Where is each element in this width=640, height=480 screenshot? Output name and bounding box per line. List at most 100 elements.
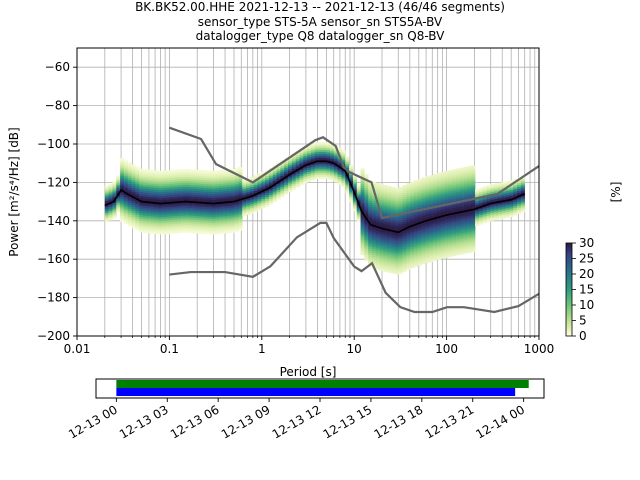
heatmap-cell: [196, 206, 201, 209]
heatmap-cell: [459, 206, 464, 209]
heatmap-cell: [379, 232, 384, 235]
heatmap-cell: [200, 220, 205, 223]
heatmap-cell: [104, 198, 109, 202]
heatmap-cell: [104, 218, 109, 221]
heatmap-cell: [444, 197, 449, 201]
heatmap-cell: [295, 173, 300, 177]
heatmap-cell: [192, 206, 197, 209]
x-axis-ticks: 0.01 0.1 1 10 100 1000: [64, 336, 554, 356]
heatmap-cell: [238, 207, 243, 210]
heatmap-cell: [375, 255, 380, 259]
heatmap-cell: [165, 227, 171, 231]
heatmap-cell: [501, 203, 506, 206]
heatmap-cell: [387, 249, 392, 252]
heatmap-cell: [184, 226, 190, 229]
heatmap-cell: [391, 246, 396, 249]
heatmap-cell: [188, 182, 193, 185]
heatmap-cell: [490, 203, 495, 206]
heatmap-cell: [265, 198, 270, 201]
heatmap-cell: [425, 205, 430, 208]
heatmap-cell: [413, 180, 419, 183]
heatmap-cell: [455, 172, 461, 175]
heatmap-cell: [448, 214, 453, 217]
heatmap-cell: [188, 224, 193, 228]
heatmap-cell: [433, 245, 438, 248]
heatmap-cell: [120, 198, 125, 201]
heatmap-cell: [379, 228, 384, 231]
heatmap-cell: [104, 189, 109, 192]
heatmap-cell: [337, 163, 342, 166]
heatmap-cell: [410, 227, 415, 230]
heatmap-cell: [280, 173, 285, 176]
heatmap-cell: [440, 256, 445, 259]
heatmap-cell: [173, 221, 178, 224]
heatmap-cell: [276, 168, 281, 171]
heatmap-cell: [429, 230, 434, 234]
heatmap-cell: [295, 164, 300, 167]
heatmap-cell: [257, 181, 262, 184]
heatmap-cell: [368, 237, 373, 240]
heatmap-cell: [410, 218, 415, 221]
heatmap-cell: [142, 192, 148, 195]
heatmap-cell: [436, 178, 442, 182]
heatmap-cell: [478, 193, 483, 196]
heatmap-cell: [467, 170, 472, 173]
heatmap-cell: [165, 185, 171, 188]
heatmap-cell: [475, 193, 480, 196]
heatmap-cell: [249, 190, 254, 193]
heatmap-cell: [276, 178, 281, 181]
heatmap-cell: [379, 203, 384, 206]
heatmap-cell: [421, 256, 426, 259]
heatmap-cell: [299, 183, 304, 186]
heatmap-cell: [154, 224, 159, 227]
heatmap-cell: [394, 258, 400, 262]
heatmap-cell: [112, 208, 117, 211]
heatmap-cell: [482, 215, 487, 218]
heatmap-cell: [364, 245, 369, 248]
heatmap-cell: [444, 226, 449, 229]
heatmap-cell: [368, 256, 373, 259]
heatmap-cell: [272, 178, 277, 181]
heatmap-cell: [406, 227, 411, 230]
heatmap-cell: [379, 188, 384, 191]
heatmap-cell: [215, 222, 220, 225]
heatmap-cell: [368, 197, 373, 200]
heatmap-cell: [368, 202, 373, 206]
heatmap-cell: [177, 182, 182, 186]
heatmap-cell: [364, 183, 369, 187]
heatmap-cell: [181, 186, 186, 189]
heatmap-cell: [234, 225, 239, 229]
heatmap-cell: [272, 172, 277, 176]
heatmap-cell: [326, 165, 331, 168]
heatmap-cell: [463, 178, 468, 181]
ppsd-heatmap: [104, 142, 525, 275]
heatmap-cell: [142, 196, 148, 199]
heatmap-cell: [455, 251, 461, 254]
heatmap-cell: [368, 243, 373, 246]
heatmap-cell: [444, 178, 449, 181]
heatmap-cell: [215, 216, 220, 219]
heatmap-cell: [268, 188, 274, 192]
heatmap-cell: [402, 267, 407, 270]
heatmap-cell: [177, 169, 182, 172]
heatmap-cell: [280, 167, 285, 171]
heatmap-cell: [440, 250, 445, 253]
heatmap-cell: [375, 221, 380, 224]
heatmap-cell: [219, 187, 224, 190]
heatmap-cell: [142, 207, 148, 210]
heatmap-cell: [184, 182, 190, 185]
heatmap-cell: [417, 244, 422, 247]
heatmap-cell: [360, 226, 365, 229]
heatmap-cell: [242, 188, 247, 192]
heatmap-cell: [387, 197, 392, 200]
heatmap-cell: [482, 221, 487, 224]
heatmap-cell: [360, 204, 365, 208]
heatmap-cell: [207, 207, 212, 210]
heatmap-cell: [375, 248, 380, 251]
y-tick-label: −180: [37, 291, 70, 305]
heatmap-cell: [360, 197, 365, 200]
heatmap-cell: [135, 168, 140, 171]
heatmap-cell: [402, 217, 407, 220]
heatmap-cell: [242, 186, 247, 190]
heatmap-cell: [459, 246, 464, 249]
